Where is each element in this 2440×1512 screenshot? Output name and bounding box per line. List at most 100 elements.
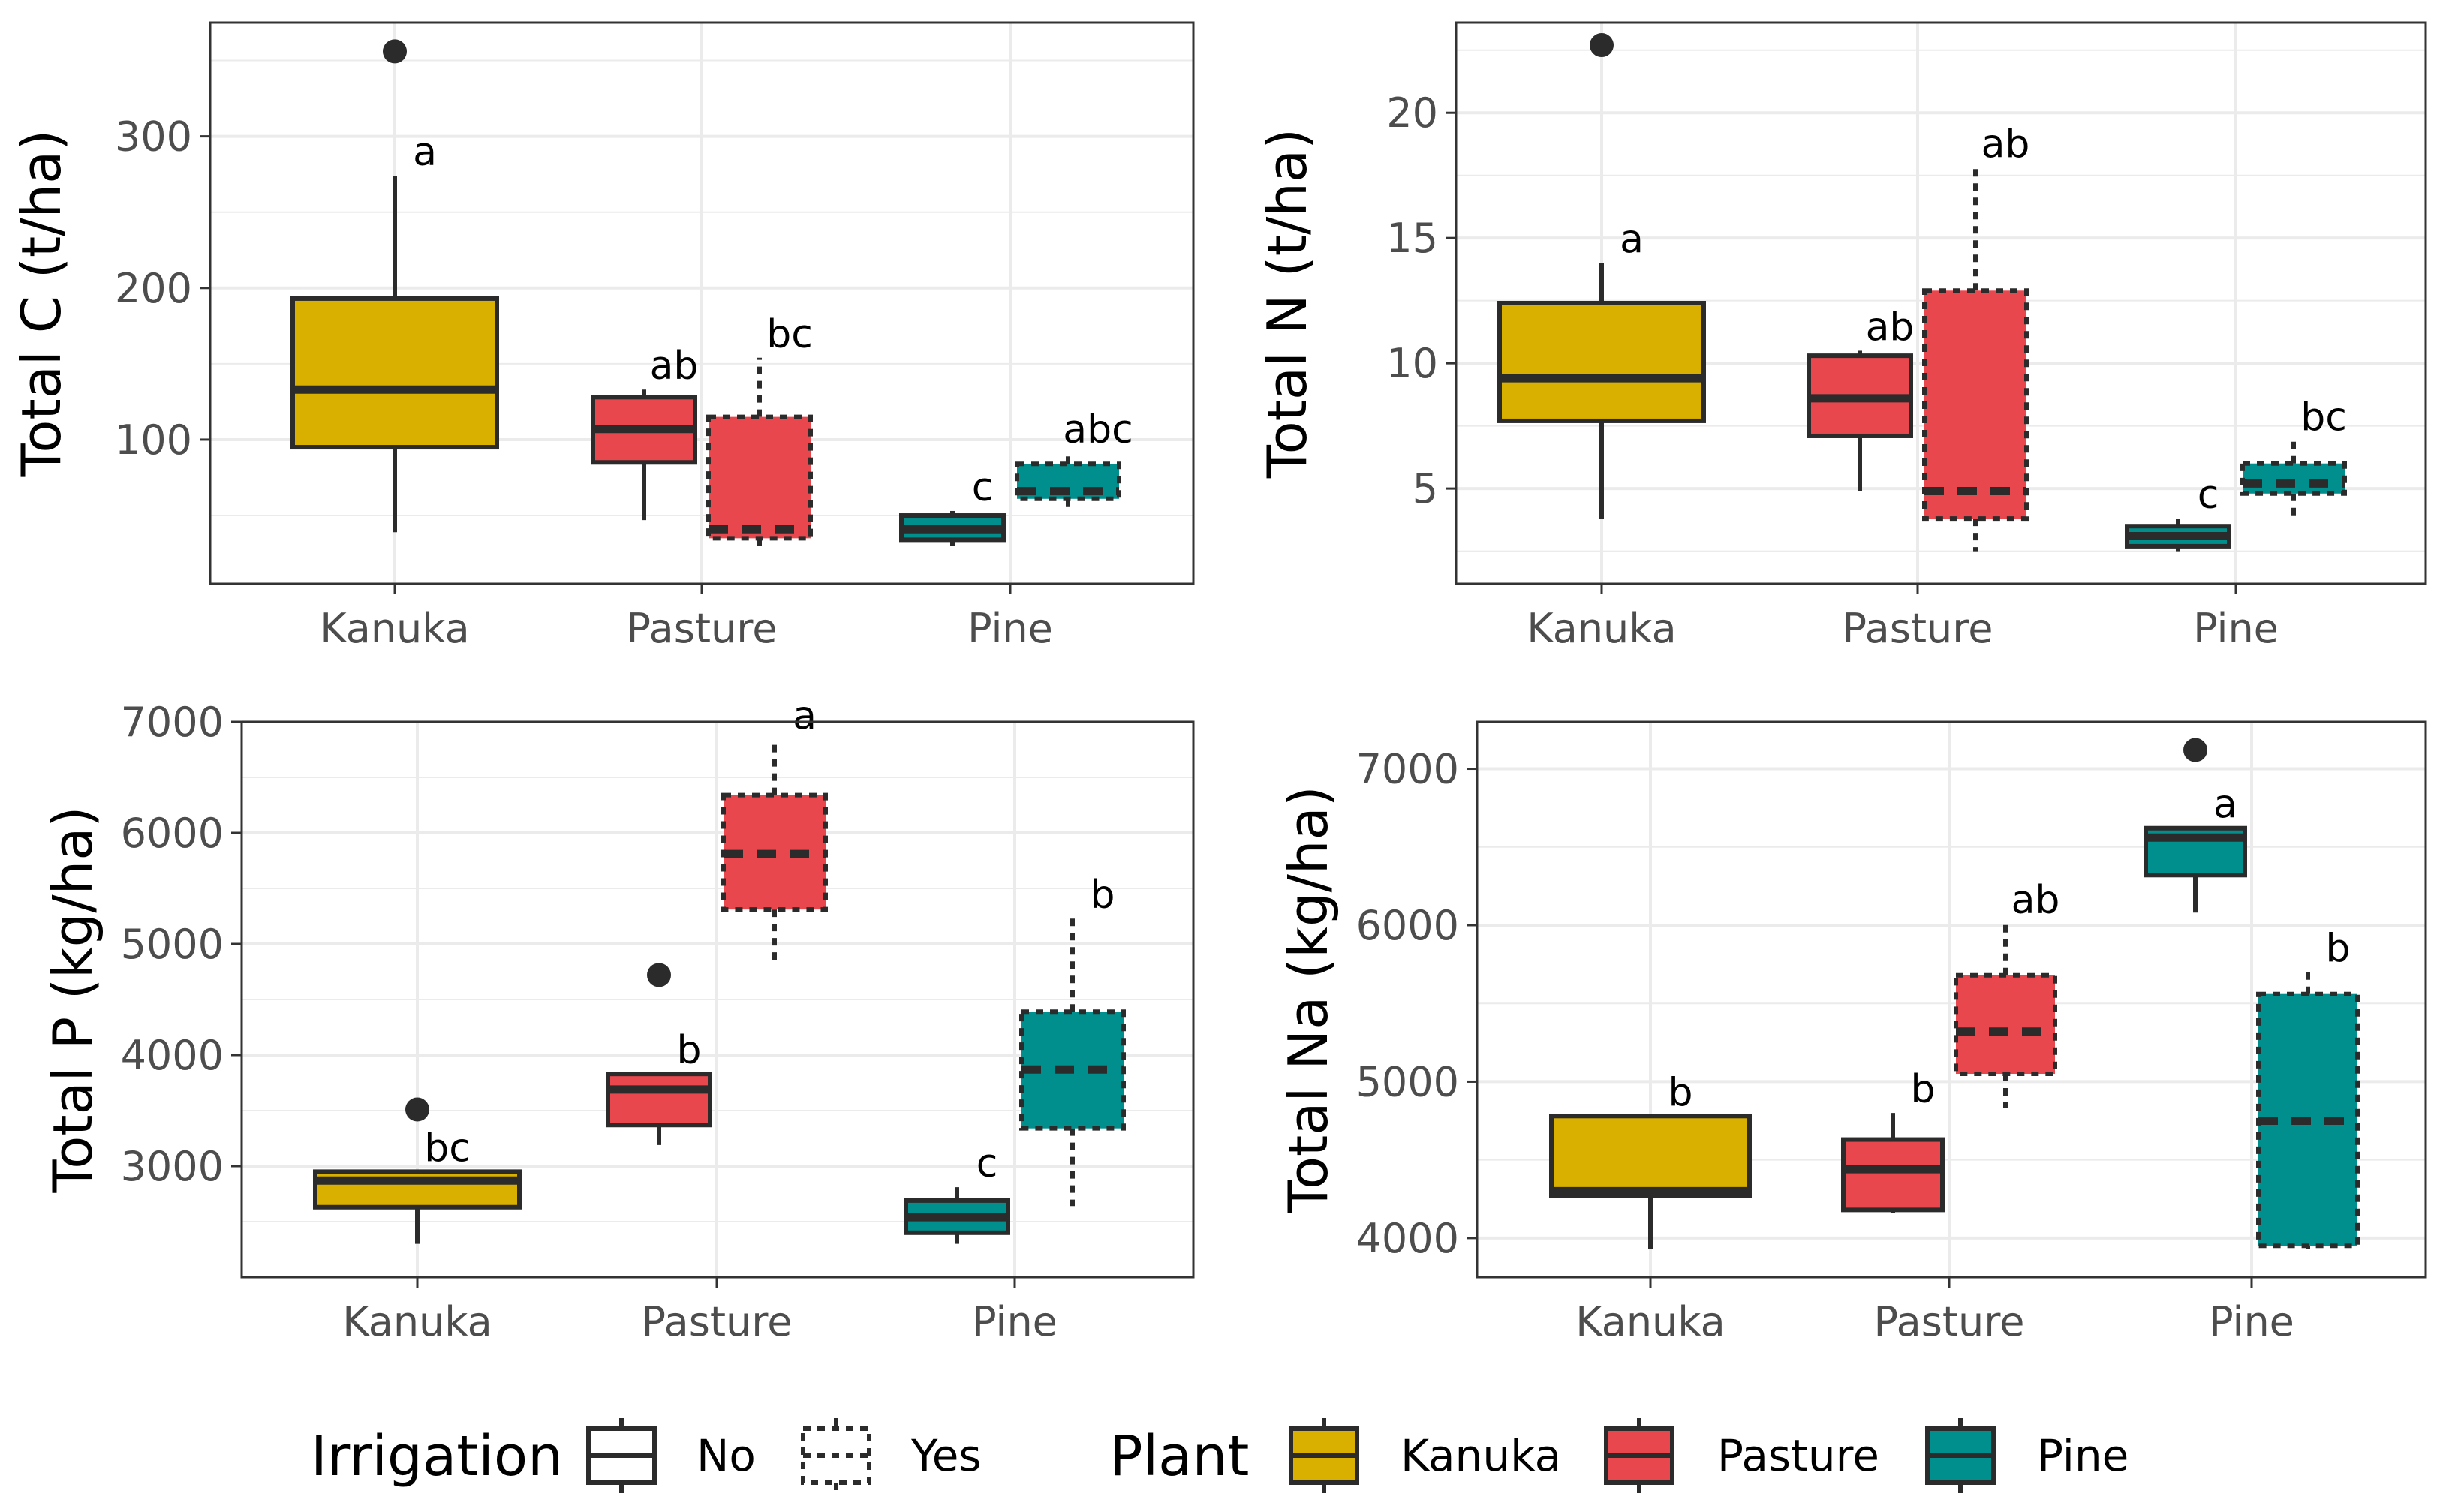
- significance-label: b: [676, 1028, 701, 1073]
- significance-label: b: [1910, 1067, 1935, 1112]
- x-tick-label: Pasture: [1843, 605, 1993, 652]
- significance-label: b: [1090, 873, 1115, 918]
- plant-kanuka-key: [1289, 1418, 1359, 1493]
- y-tick-label: 6000: [1356, 902, 1459, 949]
- y-tick-label: 20: [1386, 89, 1438, 137]
- plant-pasture-label: Pasture: [1717, 1430, 1879, 1481]
- box-pine-yes: b: [2256, 927, 2360, 1249]
- x-tick-label: Kanuka: [320, 605, 469, 652]
- y-axis-title: Total Na (kg/ha): [1277, 786, 1340, 1214]
- significance-label: a: [413, 130, 437, 175]
- significance-label: ab: [2011, 878, 2060, 923]
- y-tick-label: 100: [115, 416, 192, 464]
- y-tick-label: 10: [1386, 340, 1438, 387]
- plant-pasture-key: [1604, 1418, 1674, 1493]
- y-axis-title: Total P (kg/ha): [41, 807, 104, 1194]
- significance-label: c: [972, 465, 994, 510]
- significance-label: bc: [424, 1126, 471, 1171]
- y-tick-label: 3000: [121, 1143, 224, 1190]
- x-tick-label: Pasture: [627, 605, 778, 652]
- significance-label: a: [2213, 783, 2237, 828]
- plant-legend-title: Plant: [1109, 1424, 1249, 1489]
- irrigation-yes-label: Yes: [910, 1430, 982, 1481]
- plant-pine-key: [1925, 1418, 1996, 1493]
- iqr-box: [1841, 1137, 1945, 1213]
- x-tick-label: Pine: [967, 605, 1053, 652]
- box-kanuka-no: b: [1549, 1070, 1752, 1249]
- y-tick-label: 15: [1386, 215, 1438, 262]
- iqr-box: [706, 414, 813, 541]
- box-kanuka-no: a: [290, 39, 499, 533]
- y-axis-title: Total C (t/ha): [10, 130, 73, 478]
- significance-label: c: [2198, 473, 2219, 518]
- significance-label: bc: [2300, 395, 2347, 440]
- significance-label: ab: [1866, 305, 1915, 350]
- box-pasture-no: ab: [591, 344, 699, 521]
- significance-label: ab: [650, 344, 699, 389]
- x-tick-label: Pine: [972, 1298, 1058, 1345]
- box-pasture-no: b: [1841, 1067, 1945, 1213]
- iqr-box: [2240, 461, 2347, 496]
- box-pine-no: c: [904, 1141, 1010, 1244]
- box-pasture-yes: a: [721, 694, 828, 966]
- outlier-point: [1590, 33, 1614, 58]
- box-pasture-yes: bc: [706, 312, 813, 549]
- box-kanuka-no: a: [1497, 33, 1706, 519]
- box-pasture-yes: ab: [1922, 122, 2030, 552]
- significance-label: a: [793, 694, 817, 739]
- irrigation-legend-title: Irrigation: [311, 1424, 563, 1489]
- box-pasture-no: b: [606, 963, 712, 1145]
- significance-label: bc: [766, 312, 813, 357]
- outlier-point: [2183, 738, 2207, 762]
- iqr-box: [1497, 301, 1706, 423]
- y-tick-label: 4000: [121, 1032, 224, 1079]
- box-pine-no: c: [2125, 473, 2231, 552]
- box-pasture-yes: ab: [1954, 878, 2060, 1108]
- x-tick-label: Pine: [2209, 1298, 2294, 1345]
- y-tick-label: 300: [115, 113, 192, 161]
- chart-panel-2: a ab ab c bc 5 10 15 20 Kanuka Pasture Pine Total N …: [1256, 21, 2427, 652]
- significance-label: b: [2325, 927, 2350, 972]
- x-tick-label: Pasture: [642, 1298, 793, 1345]
- box-pine-no: a: [2144, 738, 2247, 913]
- iqr-box: [290, 296, 499, 450]
- box-pine-yes: abc: [1015, 407, 1133, 513]
- y-tick-label: 7000: [121, 699, 224, 746]
- iqr-box: [1549, 1114, 1752, 1198]
- plant-kanuka-label: Kanuka: [1401, 1430, 1561, 1481]
- y-tick-label: 5000: [1356, 1058, 1459, 1105]
- box-pine-yes: bc: [2240, 395, 2347, 519]
- iqr-box: [1922, 288, 2029, 522]
- iqr-box: [606, 1072, 712, 1128]
- y-tick-label: 7000: [1356, 746, 1459, 793]
- box-kanuka-no: bc: [313, 1097, 522, 1244]
- significance-label: c: [976, 1141, 998, 1186]
- significance-label: abc: [1063, 407, 1133, 452]
- outlier-point: [647, 963, 671, 987]
- y-axis-title: Total N (t/ha): [1256, 128, 1319, 479]
- irrigation-no-label: No: [696, 1430, 756, 1481]
- significance-label: ab: [1981, 122, 2030, 167]
- x-tick-label: Pine: [2193, 605, 2279, 652]
- outlier-point: [405, 1097, 429, 1122]
- chart-panel-3: bc b a c b 3000 4000 5000 6000 7000 Kanuka Pasture P…: [41, 694, 1195, 1345]
- box-pine-yes: b: [1019, 873, 1126, 1207]
- panel-border: [1476, 720, 2427, 1279]
- plant-pine-label: Pine: [2037, 1430, 2129, 1481]
- y-tick-label: 200: [115, 265, 192, 312]
- y-tick-label: 5000: [121, 921, 224, 968]
- outlier-point: [383, 39, 407, 64]
- y-tick-label: 6000: [121, 810, 224, 857]
- x-tick-label: Kanuka: [342, 1298, 492, 1345]
- box-pasture-no: ab: [1807, 305, 1915, 491]
- legend: Irrigation No Yes Plant Kanuka Pasture Pine: [311, 1418, 2129, 1493]
- chart-panel-1: a ab bc c abc 100 200 300 Kanuka Pasture Pine Total…: [10, 21, 1195, 652]
- box-pine-no: c: [899, 465, 1006, 546]
- x-tick-label: Kanuka: [1575, 1298, 1725, 1345]
- significance-label: b: [1668, 1070, 1692, 1115]
- irrigation-yes-key: [801, 1418, 871, 1493]
- significance-label: a: [1620, 218, 1644, 263]
